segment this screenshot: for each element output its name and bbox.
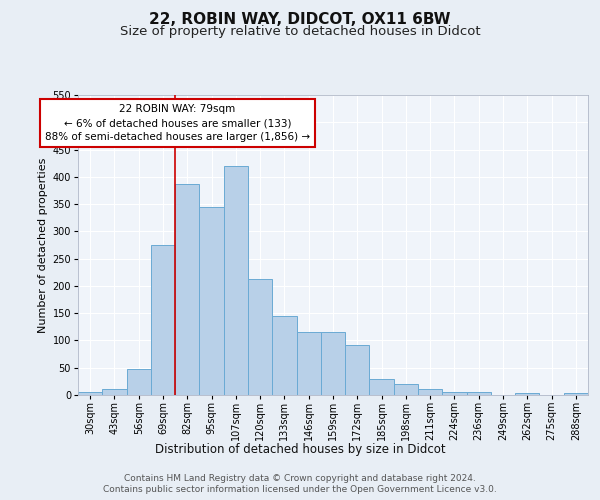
Text: Distribution of detached houses by size in Didcot: Distribution of detached houses by size … (155, 442, 445, 456)
Bar (248, 280, 272, 395)
Bar (345, 346, 370, 395)
Bar (78, 392, 102, 395)
Bar (296, 332, 321, 395)
Bar (199, 207, 224, 395)
Text: Contains public sector information licensed under the Open Government Licence v3: Contains public sector information licen… (103, 485, 497, 494)
Text: Size of property relative to detached houses in Didcot: Size of property relative to detached ho… (119, 25, 481, 38)
Bar (127, 369, 151, 395)
Bar (394, 384, 418, 395)
Text: 22, ROBIN WAY, DIDCOT, OX11 6BW: 22, ROBIN WAY, DIDCOT, OX11 6BW (149, 12, 451, 28)
Y-axis label: Number of detached properties: Number of detached properties (38, 158, 48, 332)
Text: 22 ROBIN WAY: 79sqm
← 6% of detached houses are smaller (133)
88% of semi-detach: 22 ROBIN WAY: 79sqm ← 6% of detached hou… (45, 104, 310, 142)
Text: Contains HM Land Registry data © Crown copyright and database right 2024.: Contains HM Land Registry data © Crown c… (124, 474, 476, 483)
Bar (370, 378, 394, 395)
Bar (418, 389, 442, 395)
Bar (564, 394, 588, 395)
Bar (321, 332, 345, 395)
Bar (175, 184, 199, 395)
Bar (272, 316, 296, 395)
Bar (515, 394, 539, 395)
Bar (151, 245, 175, 395)
Bar (224, 166, 248, 395)
Bar (442, 392, 467, 395)
Bar (467, 392, 491, 395)
Bar (102, 389, 127, 395)
